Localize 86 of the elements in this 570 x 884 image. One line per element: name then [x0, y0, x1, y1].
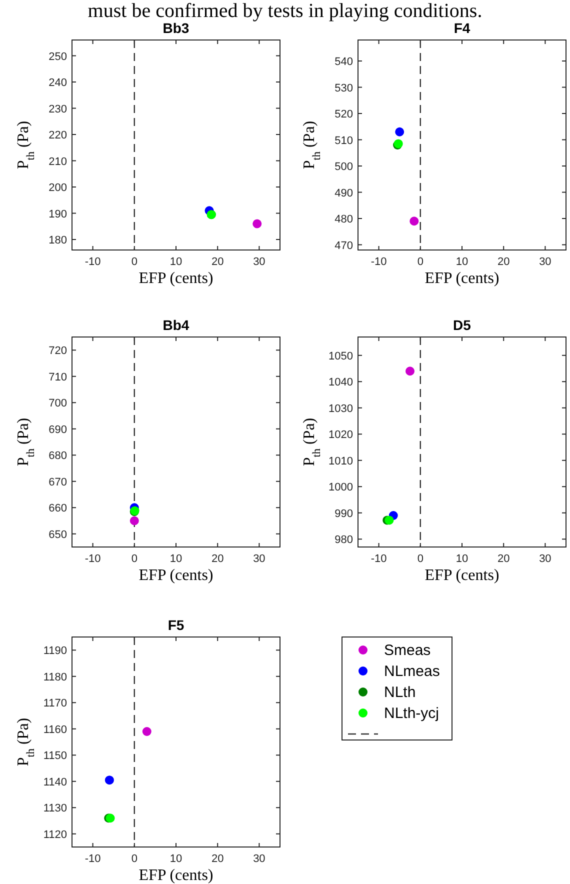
x-tick-label: 20: [497, 256, 510, 268]
y-tick-label: 690: [48, 424, 67, 436]
point: [406, 366, 414, 376]
y-tick-label: 230: [48, 103, 67, 116]
y-tick-label: 530: [334, 82, 353, 94]
chart-title: F5: [168, 617, 184, 633]
point: [410, 216, 419, 226]
y-tick-label: 980: [334, 534, 353, 546]
x-tick-label: 20: [211, 853, 224, 865]
x-tick-label: 20: [211, 553, 224, 565]
y-tick-label: 520: [334, 108, 353, 120]
y-tick-label: 540: [334, 56, 353, 68]
x-tick-label: 0: [131, 553, 138, 565]
y-tick-label: 650: [48, 528, 67, 541]
y-tick-label: 1040: [328, 376, 353, 389]
legend-label: NLth: [384, 684, 416, 701]
legend-label: NLth-ycj: [384, 705, 440, 722]
chart-title: D5: [453, 317, 472, 333]
y-tick-label: 1140: [43, 776, 67, 788]
y-tick-label: 220: [48, 130, 67, 142]
y-tick-label: 1170: [43, 698, 67, 710]
x-tick-label: 10: [170, 256, 182, 268]
x-tick-label: 30: [539, 256, 552, 268]
x-tick-label: -10: [84, 853, 101, 865]
x-tick-label: 0: [417, 553, 424, 565]
point: [104, 776, 114, 785]
x-axis-title: EFP (cents): [424, 567, 500, 584]
x-axis-title: EFP (cents): [138, 270, 214, 287]
x-tick-label: 0: [417, 256, 424, 268]
legend-label: NLmeas: [384, 663, 440, 680]
x-tick-label: 10: [456, 553, 468, 565]
x-tick-label: 20: [211, 256, 224, 268]
chart-title: F4: [454, 20, 470, 36]
y-tick-label: 200: [48, 182, 67, 194]
x-tick-label: 0: [131, 853, 138, 865]
y-tick-label: 660: [48, 502, 67, 515]
y-tick-label: 720: [48, 345, 67, 358]
y-tick-label: 680: [48, 450, 67, 462]
text: must be confirmed by tests in playing conditions.: [88, 0, 482, 22]
x-tick-label: -10: [84, 256, 101, 268]
y-tick-label: 180: [48, 234, 67, 246]
y-tick-label: 1160: [43, 724, 67, 736]
y-tick-label: 1120: [43, 828, 67, 841]
x-tick-label: 10: [456, 256, 468, 268]
legend-label: Smeas: [384, 642, 431, 659]
x-tick-label: 30: [253, 553, 266, 565]
x-tick-label: -10: [370, 553, 387, 565]
y-tick-label: 490: [334, 187, 353, 200]
chart-title: Bb4: [162, 317, 190, 333]
y-tick-label: 470: [334, 240, 353, 252]
point: [395, 127, 404, 136]
x-tick-label: -10: [370, 256, 387, 268]
x-tick-label: 20: [497, 553, 510, 565]
x-tick-label: -10: [84, 553, 101, 565]
y-tick-label: 1000: [328, 482, 353, 494]
y-tick-label: 210: [48, 156, 67, 168]
point: [252, 219, 262, 228]
y-tick-label: 500: [334, 161, 353, 173]
point: [142, 727, 152, 736]
y-tick-label: 700: [48, 398, 67, 410]
x-tick-label: 10: [170, 553, 182, 565]
y-tick-label: 480: [334, 214, 353, 226]
y-tick-label: 240: [48, 77, 67, 89]
y-tick-label: 670: [48, 476, 67, 488]
x-tick-label: 30: [253, 853, 266, 865]
y-tick-label: 1030: [328, 402, 353, 415]
y-tick-label: 1010: [328, 455, 353, 468]
x-tick-label: 30: [253, 256, 266, 268]
x-axis-title: EFP (cents): [138, 867, 214, 884]
x-tick-label: 0: [131, 256, 138, 268]
y-tick-label: 1020: [328, 429, 353, 442]
y-tick-label: 990: [334, 508, 353, 520]
y-tick-label: 1050: [328, 350, 353, 362]
x-axis-title: EFP (cents): [138, 567, 214, 584]
y-tick-label: 190: [48, 208, 67, 220]
x-tick-label: 30: [539, 553, 552, 565]
y-tick-label: 510: [334, 134, 353, 147]
y-tick-label: 1150: [43, 750, 67, 762]
y-tick-label: 1180: [43, 671, 67, 684]
y-tick-label: 250: [48, 50, 67, 63]
y-tick-label: 1130: [43, 802, 67, 815]
y-tick-label: 710: [48, 371, 67, 384]
y-tick-label: 1190: [43, 645, 67, 658]
x-axis-title: EFP (cents): [424, 270, 500, 287]
chart-title: Bb3: [162, 20, 190, 36]
x-tick-label: 10: [170, 853, 182, 865]
